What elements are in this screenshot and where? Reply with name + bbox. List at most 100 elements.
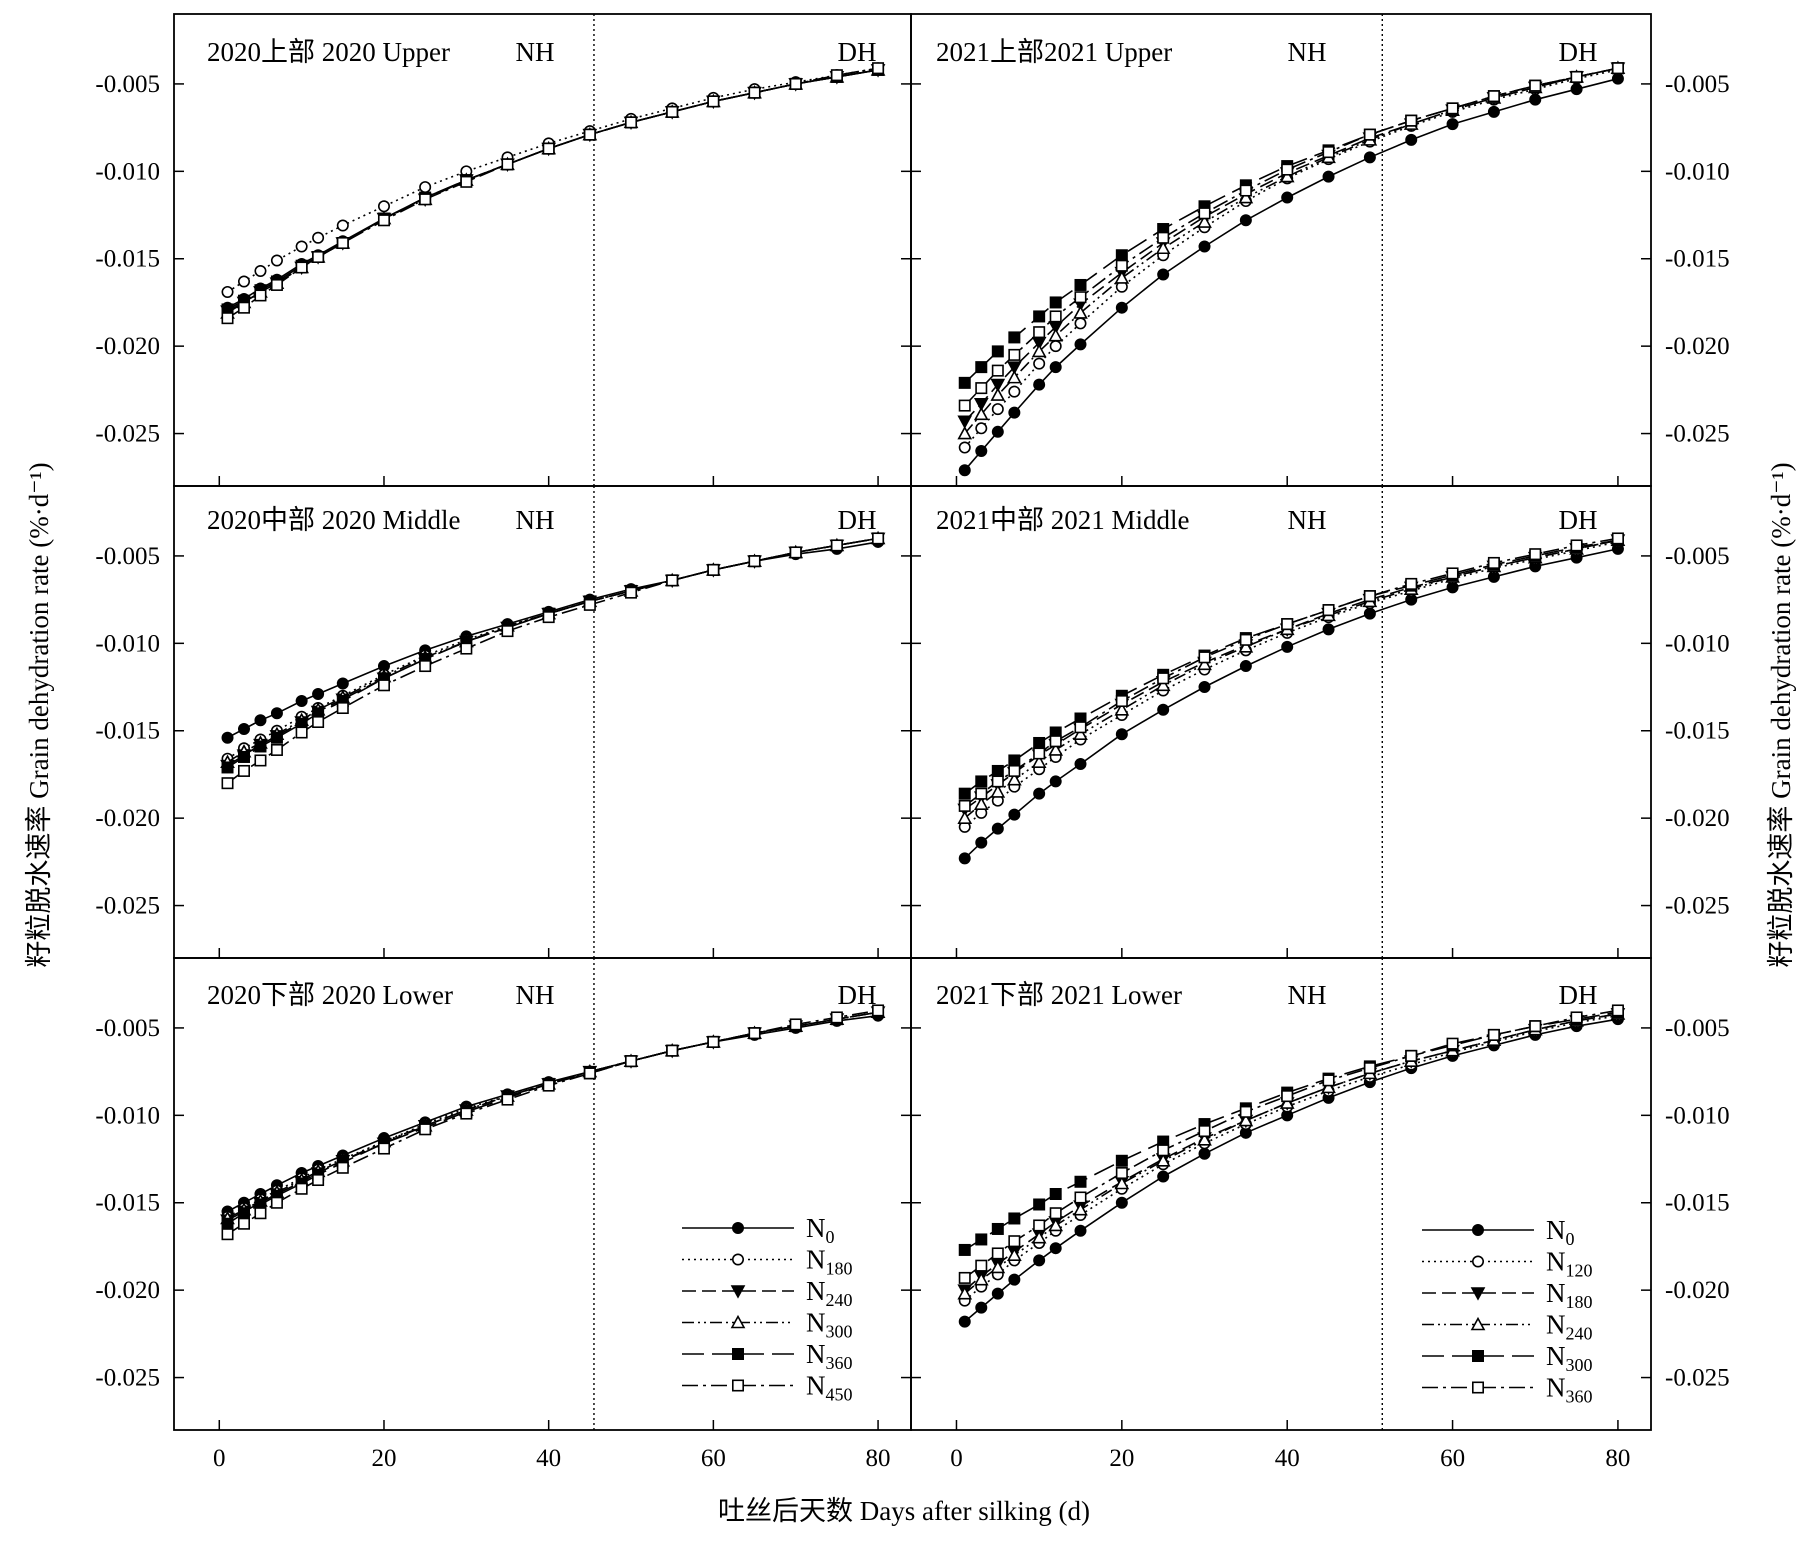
series-line: [964, 1009, 1619, 1279]
legend-marker: [1472, 1350, 1485, 1363]
series-line: [227, 537, 879, 784]
y-tick-label: -0.005: [1665, 1015, 1730, 1042]
data-point: [237, 1217, 250, 1230]
data-point: [254, 1207, 267, 1220]
legend-label: N240: [1546, 1310, 1593, 1344]
series-line: [964, 1018, 1619, 1323]
data-point: [975, 422, 988, 435]
data-point: [1198, 681, 1211, 694]
panel-title: 2020上部 2020 Upper: [207, 37, 450, 67]
series-line: [227, 537, 879, 760]
series-line: [227, 69, 879, 309]
data-point: [957, 415, 973, 429]
data-point: [1570, 539, 1583, 552]
legend-label: N180: [806, 1245, 853, 1279]
y-tick-label: -0.015: [95, 718, 160, 745]
data-point: [1157, 268, 1170, 281]
panel-2020-lower: 2020下部 2020 Lower NH DH -0.005 -0.010 -0.0…: [95, 957, 912, 1472]
series-line: [964, 67, 1619, 422]
data-point: [1238, 1112, 1254, 1127]
legend-item: N240: [1422, 1310, 1593, 1344]
series-line: [964, 1014, 1619, 1302]
data-point: [1529, 93, 1542, 106]
data-point: [830, 539, 843, 552]
data-point: [975, 775, 988, 788]
data-point: [1008, 331, 1021, 344]
x-tick-label: 60: [701, 1445, 726, 1472]
data-point: [1529, 79, 1542, 92]
data-point: [958, 441, 971, 454]
data-point: [377, 200, 390, 213]
data-point: [1115, 728, 1128, 741]
data-point: [1529, 548, 1542, 561]
x-tick-label: 80: [1605, 1445, 1630, 1472]
dh-label: DH: [1559, 980, 1598, 1010]
series-N360: [221, 1006, 885, 1230]
y-tick-label: -0.010: [1665, 630, 1730, 657]
data-point: [957, 810, 973, 824]
legend-label: N450: [806, 1371, 853, 1405]
data-point: [975, 787, 988, 800]
data-point: [1281, 618, 1294, 631]
data-point: [1281, 1090, 1294, 1103]
data-point: [542, 142, 555, 155]
data-point: [973, 398, 989, 412]
data-point: [336, 1161, 349, 1174]
data-point: [1048, 327, 1064, 342]
data-point: [872, 1004, 885, 1017]
y-tick-label: -0.010: [1665, 158, 1730, 185]
series-N240: [220, 532, 886, 774]
series-line: [227, 1011, 879, 1218]
data-point: [830, 69, 843, 82]
data-point: [975, 1233, 988, 1246]
data-point: [1239, 660, 1252, 673]
data-point: [1405, 133, 1418, 146]
y-tick-label: -0.015: [95, 246, 160, 273]
legend-item: N180: [682, 1245, 853, 1279]
nh-label: NH: [516, 980, 555, 1010]
y-tick-label: -0.005: [95, 543, 160, 570]
data-point: [295, 240, 308, 253]
legend-marker: [1472, 1381, 1485, 1394]
data-point: [1033, 1219, 1046, 1232]
series-N450: [221, 1004, 885, 1241]
y-axis-title-left: 籽粒脱水速率 Grain dehydration rate (%·d⁻¹): [24, 462, 54, 967]
data-point: [270, 254, 283, 267]
data-point: [957, 1285, 973, 1300]
data-point: [991, 775, 1004, 788]
panel-2020-middle: 2020中部 2020 Middle NH DH -0.005 -0.010 -0.…: [95, 485, 912, 959]
data-point: [748, 1027, 761, 1040]
series-line: [227, 1009, 879, 1235]
y-tick-label: -0.025: [95, 421, 160, 448]
data-point: [221, 731, 234, 744]
data-point: [1008, 1273, 1021, 1286]
data-point: [1049, 361, 1062, 374]
y-tick-label: -0.020: [1665, 333, 1730, 360]
data-point: [1033, 747, 1046, 760]
data-point: [975, 361, 988, 374]
data-point: [419, 193, 432, 206]
data-point: [270, 731, 283, 744]
data-point: [1008, 385, 1021, 398]
data-point: [1239, 633, 1252, 646]
data-point: [1074, 317, 1087, 330]
series-line: [964, 537, 1619, 807]
data-point: [1008, 1235, 1021, 1248]
data-point: [975, 1259, 988, 1272]
data-point: [237, 764, 250, 777]
data-point: [583, 598, 596, 611]
data-point: [295, 261, 308, 274]
data-point: [1321, 1079, 1336, 1094]
data-point: [1033, 1198, 1046, 1211]
series-line: [964, 548, 1619, 859]
data-point: [221, 761, 234, 774]
data-point: [1446, 118, 1459, 131]
data-point: [625, 116, 638, 129]
data-point: [1073, 726, 1088, 741]
series-N0: [958, 1013, 1624, 1328]
data-point: [991, 1222, 1004, 1235]
data-point: [707, 563, 720, 576]
data-point: [270, 278, 283, 291]
data-point: [1363, 607, 1376, 620]
y-tick-label: -0.010: [95, 1102, 160, 1129]
